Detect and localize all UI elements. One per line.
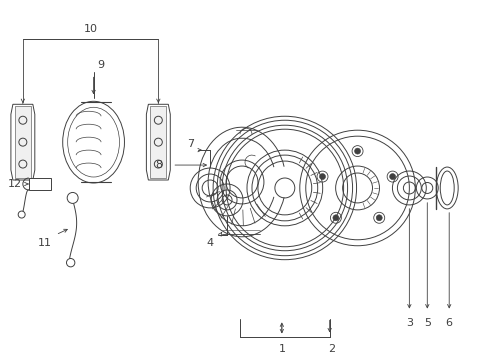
- Text: 3: 3: [405, 319, 412, 328]
- Text: 8: 8: [155, 160, 162, 170]
- Circle shape: [389, 174, 395, 180]
- Text: 12: 12: [8, 179, 22, 189]
- Text: 5: 5: [423, 319, 430, 328]
- Circle shape: [18, 211, 25, 218]
- Polygon shape: [15, 106, 31, 178]
- Polygon shape: [146, 104, 170, 180]
- Circle shape: [354, 148, 360, 154]
- Text: 11: 11: [38, 238, 52, 248]
- Circle shape: [319, 174, 325, 180]
- Text: 7: 7: [186, 139, 193, 149]
- Circle shape: [66, 258, 75, 267]
- Text: 1: 1: [278, 345, 285, 354]
- Text: 9: 9: [97, 60, 104, 71]
- Circle shape: [67, 193, 78, 203]
- Polygon shape: [29, 178, 51, 190]
- Polygon shape: [150, 106, 166, 178]
- Text: 2: 2: [327, 345, 335, 354]
- Circle shape: [375, 215, 382, 221]
- Text: 4: 4: [206, 238, 213, 248]
- Ellipse shape: [62, 101, 124, 183]
- Polygon shape: [11, 104, 35, 180]
- Circle shape: [332, 215, 338, 221]
- Text: 10: 10: [83, 24, 98, 33]
- Text: 6: 6: [445, 319, 452, 328]
